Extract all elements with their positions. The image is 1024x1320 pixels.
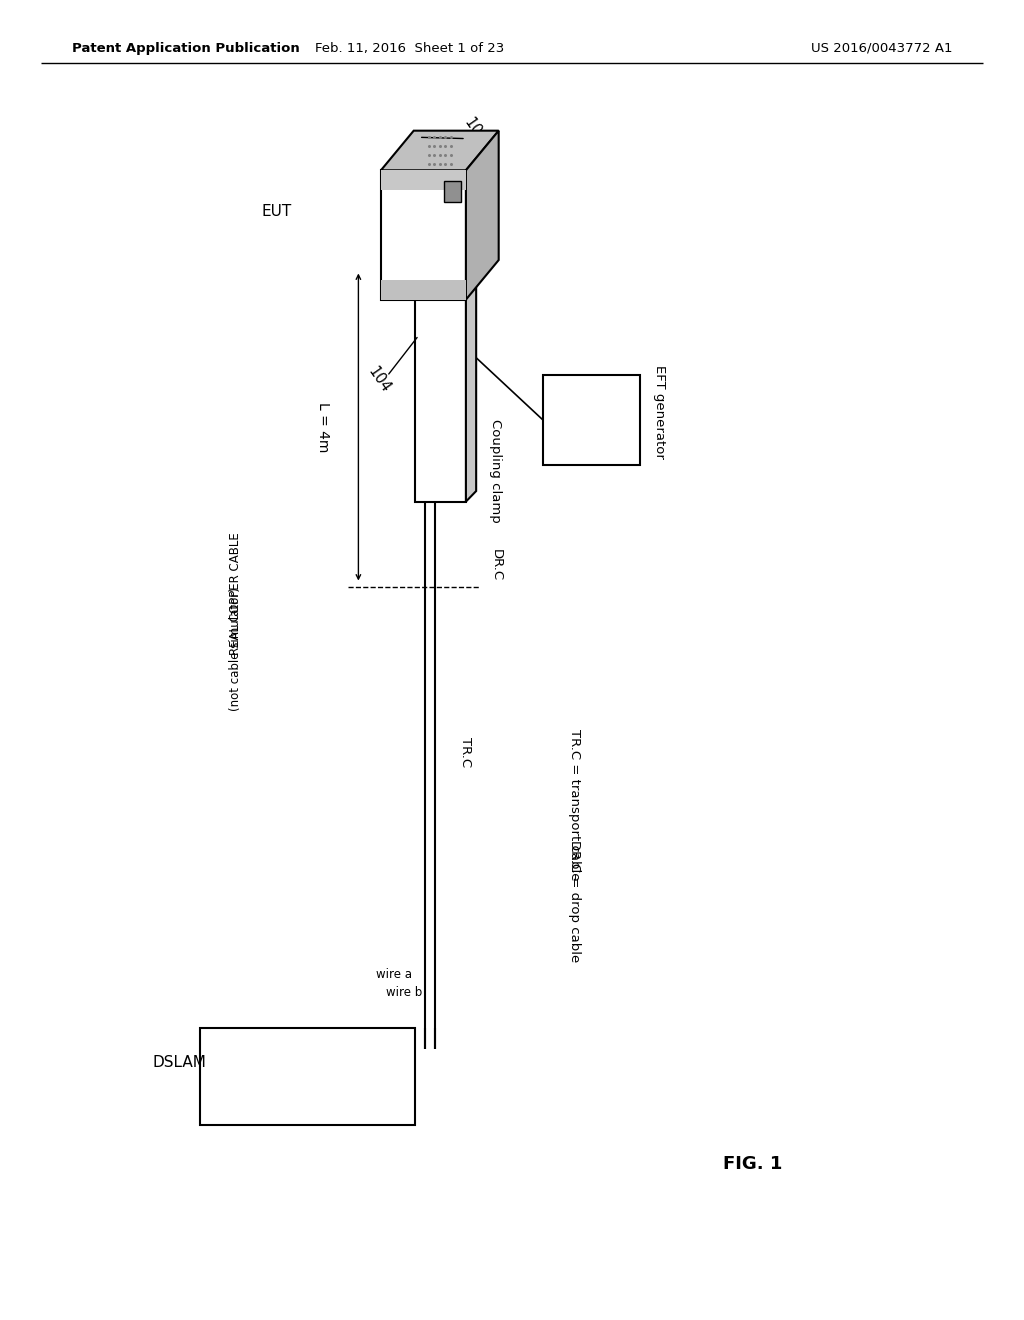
Text: Feb. 11, 2016  Sheet 1 of 23: Feb. 11, 2016 Sheet 1 of 23 — [315, 42, 504, 54]
Text: FIG. 1: FIG. 1 — [723, 1155, 782, 1173]
Text: DSLAM: DSLAM — [153, 1055, 206, 1071]
Text: EFT generator: EFT generator — [653, 364, 667, 459]
Text: Patent Application Publication: Patent Application Publication — [72, 42, 299, 54]
Text: wire b: wire b — [386, 986, 423, 999]
Bar — [200, 1028, 415, 1125]
Text: US 2016/0043772 A1: US 2016/0043772 A1 — [811, 42, 952, 54]
Text: 102: 102 — [461, 115, 489, 147]
Polygon shape — [415, 260, 476, 271]
Bar — [543, 375, 640, 465]
Text: REAL COPPER CABLE: REAL COPPER CABLE — [229, 533, 242, 655]
Polygon shape — [466, 260, 476, 502]
Text: Coupling clamp: Coupling clamp — [489, 420, 503, 523]
Text: L = 4m: L = 4m — [315, 401, 330, 453]
Text: TR.C: TR.C — [459, 738, 472, 767]
Text: 104: 104 — [365, 364, 393, 396]
Bar — [381, 170, 466, 190]
Text: EUT: EUT — [261, 203, 292, 219]
Text: DR.C: DR.C — [489, 549, 503, 581]
Text: wire a: wire a — [376, 968, 413, 981]
Polygon shape — [381, 131, 499, 170]
Text: DR.C = drop cable: DR.C = drop cable — [568, 841, 582, 962]
Bar — [415, 271, 466, 502]
Polygon shape — [381, 170, 466, 300]
Text: TR.C = transport cable: TR.C = transport cable — [568, 730, 582, 880]
Polygon shape — [466, 131, 499, 300]
Bar — [444, 181, 461, 202]
Bar — [381, 280, 466, 300]
Text: (not cable simulator): (not cable simulator) — [229, 587, 242, 711]
